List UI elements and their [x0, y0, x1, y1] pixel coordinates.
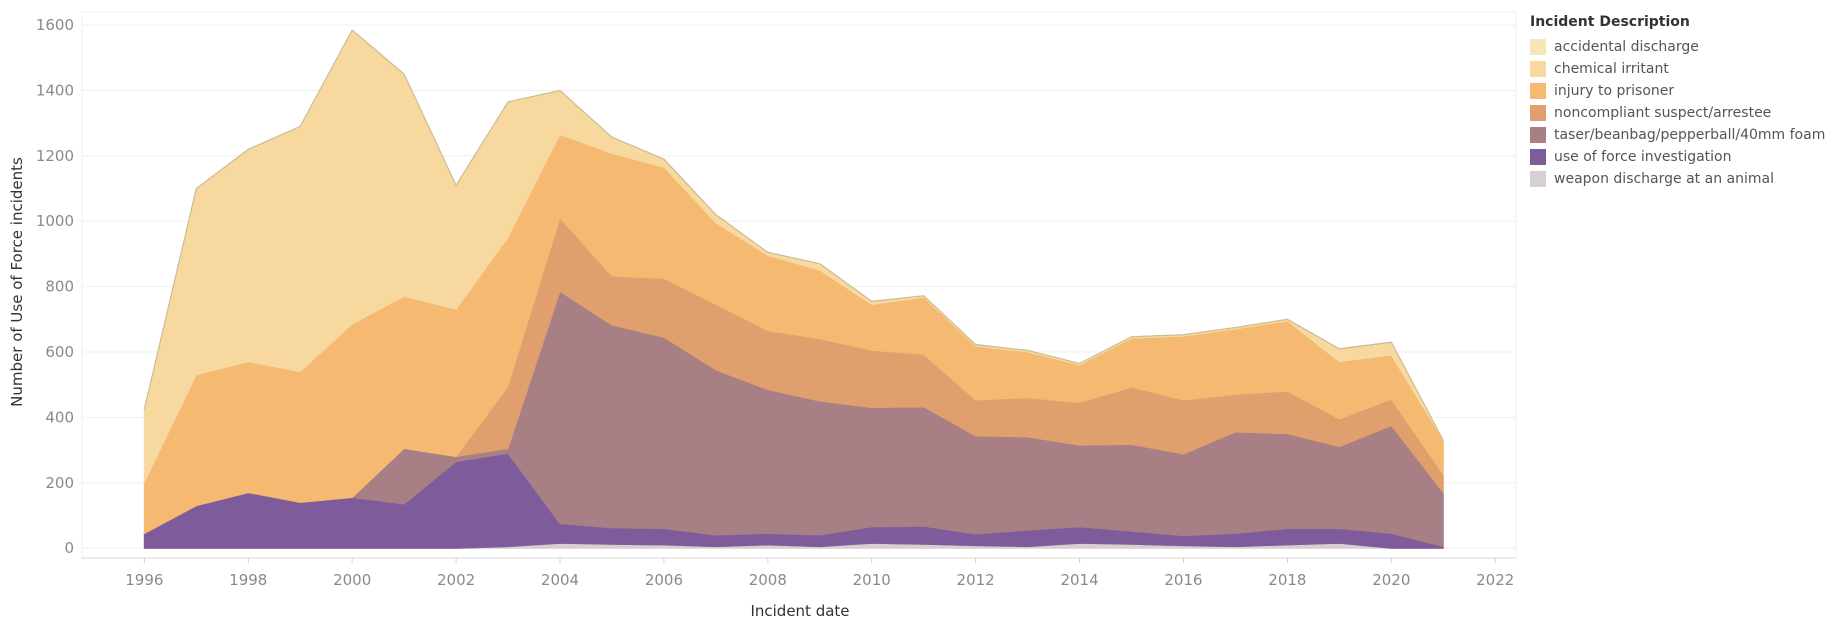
x-tick-label-10: 2016 — [1164, 571, 1202, 589]
legend-label: chemical irritant — [1554, 61, 1669, 77]
x-tick-label-6: 2008 — [749, 571, 787, 589]
y-tick-label-4: 800 — [45, 278, 74, 296]
legend-label: injury to prisoner — [1554, 83, 1675, 99]
legend-swatch — [1530, 105, 1546, 121]
legend-swatch — [1530, 127, 1546, 143]
y-tick-label-7: 1400 — [36, 81, 74, 99]
area-accidental-discharge — [143, 29, 1444, 441]
legend-swatch — [1530, 61, 1546, 77]
y-tick-label-5: 1000 — [36, 212, 74, 230]
x-tick-label-4: 2004 — [541, 571, 579, 589]
legend-item-use-of-force-investigation[interactable]: use of force investigation — [1530, 146, 1830, 168]
legend-item-weapon-discharge-at-an-animal[interactable]: weapon discharge at an animal — [1530, 168, 1830, 190]
legend-item-noncompliant-suspect-arrestee[interactable]: noncompliant suspect/arrestee — [1530, 102, 1830, 124]
legend-item-taser-beanbag-pepperball-40mm-foam[interactable]: taser/beanbag/pepperball/40mm foam — [1530, 124, 1830, 146]
y-tick-label-3: 600 — [45, 343, 74, 361]
x-tick-label-2: 2000 — [333, 571, 371, 589]
x-tick-label-11: 2018 — [1268, 571, 1306, 589]
legend-swatch — [1530, 149, 1546, 165]
x-axis-ticks: 1996 1998 2000 2002 2004 2006 2008 2010 2012 2014… — [125, 558, 1514, 589]
legend-title: Incident Description — [1530, 14, 1690, 30]
y-axis-ticks: 0 200 400 600 800 1000 1200 1400 1600 — [36, 16, 74, 557]
legend-label: accidental discharge — [1554, 39, 1699, 55]
x-tick-label-9: 2014 — [1060, 571, 1098, 589]
y-tick-label-6: 1200 — [36, 147, 74, 165]
x-tick-label-8: 2012 — [957, 571, 995, 589]
x-tick-label-1: 1998 — [229, 571, 267, 589]
y-axis-title: Number of Use of Force incidents — [8, 157, 26, 407]
stacked-areas — [143, 29, 1444, 549]
legend-items: accidental discharge chemical irritant inj… — [1530, 36, 1830, 190]
y-tick-label-0: 0 — [64, 539, 74, 557]
legend-label: noncompliant suspect/arrestee — [1554, 105, 1772, 121]
x-tick-label-3: 2002 — [437, 571, 475, 589]
legend: Incident Description accidental discharg… — [1530, 14, 1830, 190]
x-tick-label-7: 2010 — [853, 571, 891, 589]
y-tick-label-1: 200 — [45, 474, 74, 492]
area-outline-accidental-discharge — [143, 29, 1444, 441]
legend-swatch — [1530, 171, 1546, 187]
x-tick-label-5: 2006 — [645, 571, 683, 589]
legend-label: weapon discharge at an animal — [1554, 171, 1774, 187]
x-tick-label-13: 2022 — [1476, 571, 1514, 589]
y-tick-label-8: 1600 — [36, 16, 74, 34]
x-tick-label-12: 2020 — [1372, 571, 1410, 589]
legend-label: taser/beanbag/pepperball/40mm foam — [1554, 127, 1826, 143]
legend-item-injury-to-prisoner[interactable]: injury to prisoner — [1530, 80, 1830, 102]
x-tick-label-0: 1996 — [125, 571, 163, 589]
x-axis-title: Incident date — [750, 602, 849, 620]
legend-swatch — [1530, 39, 1546, 55]
legend-swatch — [1530, 83, 1546, 99]
y-tick-label-2: 400 — [45, 408, 74, 426]
legend-item-accidental-discharge[interactable]: accidental discharge — [1530, 36, 1830, 58]
legend-item-chemical-irritant[interactable]: chemical irritant — [1530, 58, 1830, 80]
legend-label: use of force investigation — [1554, 149, 1732, 165]
